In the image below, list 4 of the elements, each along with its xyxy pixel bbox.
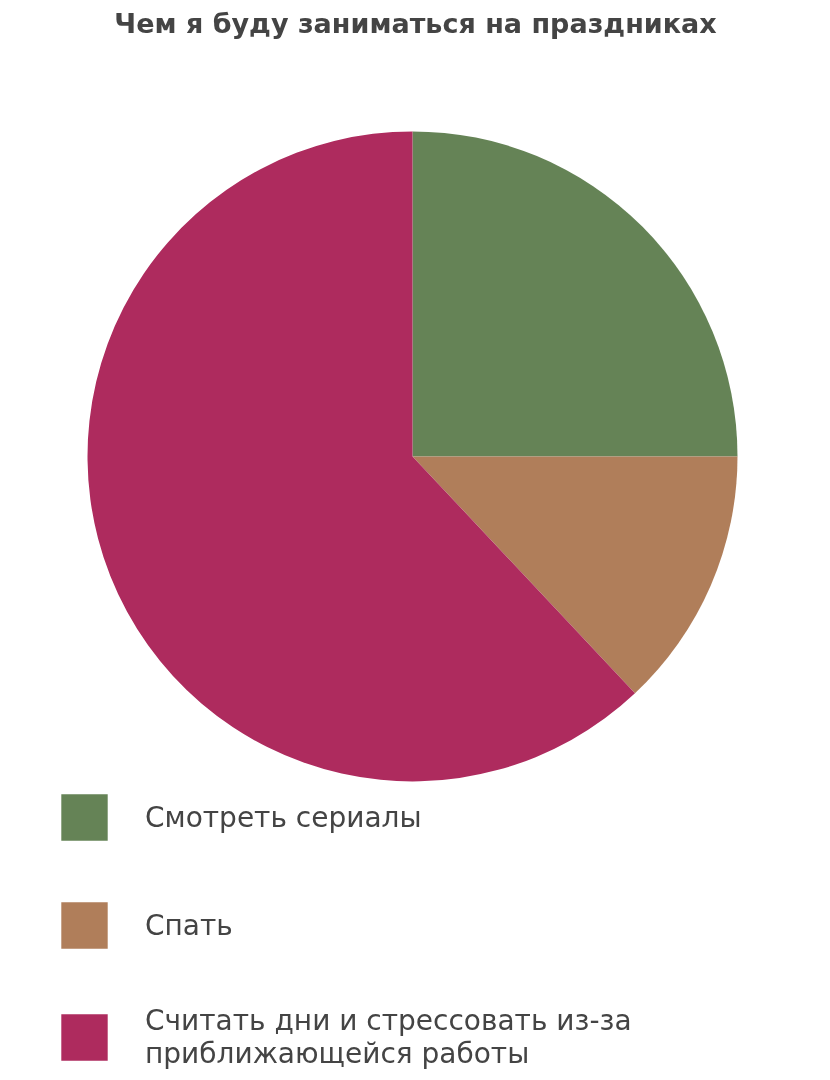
chart-title: Чем я буду заниматься на праздниках <box>114 7 717 39</box>
legend-label: Считать дни и стрессовать из-за приближающейся работы <box>145 1004 632 1070</box>
legend-label: Смотреть сериалы <box>145 799 422 836</box>
legend-label: Спать <box>145 907 233 944</box>
